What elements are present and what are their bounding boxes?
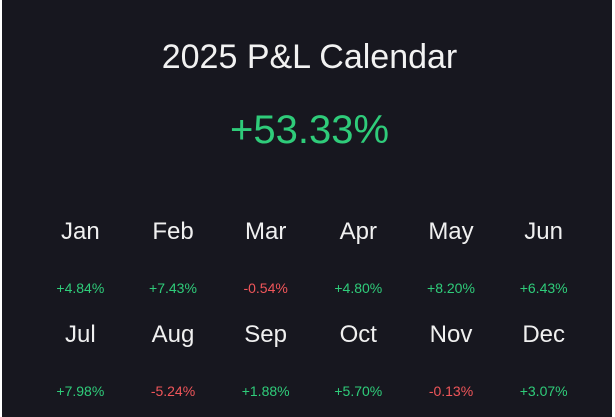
month-pct: +5.70%	[334, 383, 383, 399]
month-pct: +8.20%	[427, 280, 475, 296]
month-label: Feb	[152, 218, 194, 245]
month-label: Jun	[524, 218, 563, 245]
month-pct: -0.54%	[243, 280, 288, 296]
page-title: 2025 P&L Calendar	[161, 38, 458, 76]
month-cell-mar[interactable]: Mar -0.54%	[219, 210, 312, 313]
month-pct: +7.43%	[149, 280, 197, 296]
month-label: Oct	[339, 321, 377, 348]
month-cell-apr[interactable]: Apr +4.80%	[312, 210, 405, 313]
month-label: Jan	[60, 218, 100, 245]
month-pct: -5.24%	[150, 383, 196, 399]
month-pct: +4.84%	[56, 280, 105, 296]
month-cell-may[interactable]: May +8.20%	[405, 210, 498, 313]
month-cell-dec[interactable]: Dec +3.07%	[497, 313, 590, 416]
month-label: Apr	[339, 218, 377, 245]
month-label: Jul	[64, 321, 96, 348]
month-cell-jul[interactable]: Jul +7.98%	[34, 313, 127, 416]
total-return: +53.33%	[229, 108, 390, 152]
month-cell-feb[interactable]: Feb +7.43%	[127, 210, 220, 313]
month-label: Dec	[522, 321, 565, 348]
month-cell-jan[interactable]: Jan +4.84%	[34, 210, 127, 313]
month-pct: +3.07%	[519, 383, 568, 399]
month-label: Sep	[244, 321, 287, 348]
month-grid: Jan +4.84% Feb +7.43% Mar -0.54% Apr +4.80% May +…	[34, 210, 590, 416]
month-pct: +1.88%	[241, 383, 290, 399]
month-pct: +6.43%	[519, 280, 568, 296]
month-pct: -0.13%	[428, 383, 474, 399]
month-label: Aug	[151, 321, 195, 348]
month-label: May	[428, 218, 474, 245]
month-label: Nov	[429, 321, 473, 348]
month-cell-aug[interactable]: Aug -5.24%	[127, 313, 220, 416]
month-cell-sep[interactable]: Sep +1.88%	[219, 313, 312, 416]
month-pct: +4.80%	[334, 280, 383, 296]
month-cell-oct[interactable]: Oct +5.70%	[312, 313, 405, 416]
month-pct: +7.98%	[56, 383, 105, 399]
month-cell-jun[interactable]: Jun +6.43%	[497, 210, 590, 313]
month-label: Mar	[244, 218, 287, 245]
month-cell-nov[interactable]: Nov -0.13%	[405, 313, 498, 416]
